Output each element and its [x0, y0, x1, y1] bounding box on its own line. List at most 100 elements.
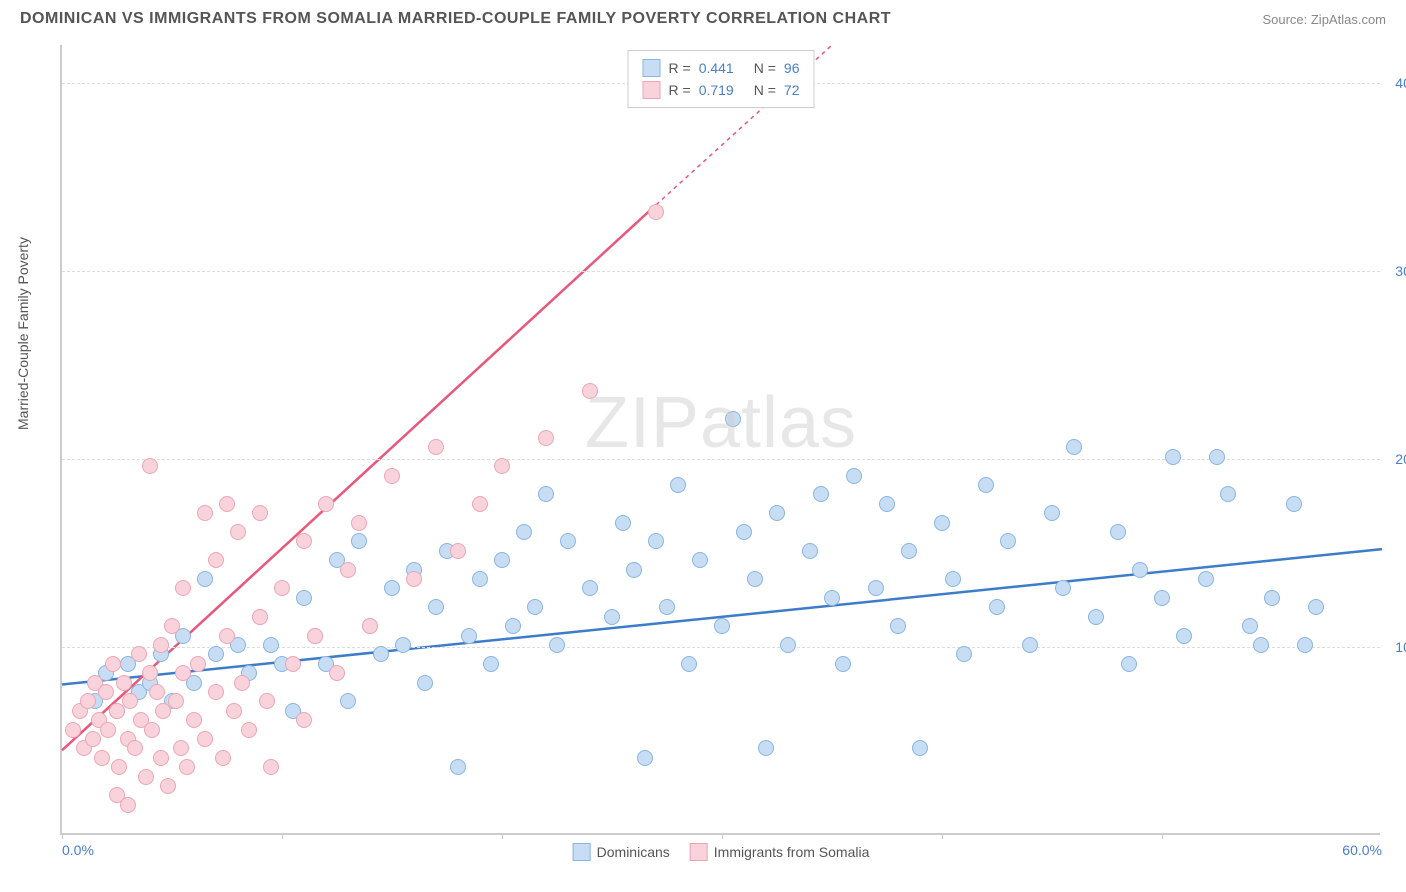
x-tick-mark — [282, 833, 283, 839]
y-tick-label: 30.0% — [1395, 263, 1406, 279]
scatter-point — [1055, 580, 1071, 596]
legend-swatch — [643, 81, 661, 99]
scatter-point — [142, 665, 158, 681]
scatter-point — [197, 731, 213, 747]
scatter-point — [868, 580, 884, 596]
legend-bottom-item: Immigrants from Somalia — [690, 843, 870, 861]
y-tick-label: 20.0% — [1395, 451, 1406, 467]
legend-r-label: R = — [669, 57, 691, 79]
y-tick-label: 10.0% — [1395, 639, 1406, 655]
legend-r-value: 0.719 — [699, 79, 734, 101]
scatter-point — [494, 458, 510, 474]
x-tick-mark — [62, 833, 63, 839]
scatter-point — [483, 656, 499, 672]
scatter-point — [190, 656, 206, 672]
scatter-point — [142, 458, 158, 474]
scatter-point — [160, 778, 176, 794]
scatter-point — [149, 684, 165, 700]
scatter-point — [1165, 449, 1181, 465]
scatter-point — [98, 684, 114, 700]
scatter-point — [406, 571, 422, 587]
x-tick-label: 0.0% — [62, 842, 94, 858]
legend-series-label: Immigrants from Somalia — [714, 844, 870, 860]
scatter-point — [1154, 590, 1170, 606]
scatter-point — [1198, 571, 1214, 587]
scatter-point — [604, 609, 620, 625]
scatter-point — [197, 571, 213, 587]
scatter-point — [934, 515, 950, 531]
legend-n-label: N = — [754, 57, 776, 79]
scatter-point — [538, 430, 554, 446]
scatter-point — [615, 515, 631, 531]
legend-n-label: N = — [754, 79, 776, 101]
legend-top-row: R =0.441N =96 — [643, 57, 800, 79]
scatter-point — [1176, 628, 1192, 644]
gridline-h — [62, 459, 1380, 460]
scatter-point — [263, 637, 279, 653]
scatter-point — [116, 675, 132, 691]
scatter-point — [769, 505, 785, 521]
scatter-point — [296, 533, 312, 549]
chart-title: DOMINICAN VS IMMIGRANTS FROM SOMALIA MAR… — [20, 10, 891, 28]
scatter-point — [1297, 637, 1313, 653]
scatter-point — [648, 204, 664, 220]
gridline-h — [62, 271, 1380, 272]
chart-source: Source: ZipAtlas.com — [1262, 12, 1386, 27]
scatter-point — [85, 731, 101, 747]
legend-n-value: 96 — [784, 57, 800, 79]
scatter-point — [168, 693, 184, 709]
scatter-point — [978, 477, 994, 493]
scatter-point — [879, 496, 895, 512]
scatter-point — [122, 693, 138, 709]
scatter-point — [747, 571, 763, 587]
scatter-point — [549, 637, 565, 653]
scatter-point — [692, 552, 708, 568]
x-tick-mark — [722, 833, 723, 839]
chart-plot-area: ZIPatlas R =0.441N =96R =0.719N =72 Domi… — [60, 45, 1380, 835]
scatter-point — [912, 740, 928, 756]
scatter-point — [362, 618, 378, 634]
scatter-point — [1209, 449, 1225, 465]
scatter-point — [472, 496, 488, 512]
scatter-point — [802, 543, 818, 559]
legend-bottom: DominicansImmigrants from Somalia — [573, 843, 870, 861]
scatter-point — [144, 722, 160, 738]
scatter-point — [274, 580, 290, 596]
scatter-point — [307, 628, 323, 644]
scatter-point — [131, 646, 147, 662]
scatter-point — [428, 439, 444, 455]
scatter-point — [1220, 486, 1236, 502]
scatter-point — [1110, 524, 1126, 540]
scatter-point — [1242, 618, 1258, 634]
scatter-point — [252, 609, 268, 625]
scatter-point — [637, 750, 653, 766]
scatter-point — [670, 477, 686, 493]
scatter-point — [208, 684, 224, 700]
scatter-point — [824, 590, 840, 606]
scatter-point — [417, 675, 433, 691]
scatter-point — [846, 468, 862, 484]
scatter-point — [329, 665, 345, 681]
scatter-point — [215, 750, 231, 766]
scatter-point — [120, 797, 136, 813]
scatter-point — [138, 769, 154, 785]
scatter-point — [626, 562, 642, 578]
scatter-point — [1088, 609, 1104, 625]
scatter-point — [527, 599, 543, 615]
scatter-point — [100, 722, 116, 738]
scatter-point — [384, 468, 400, 484]
scatter-point — [1308, 599, 1324, 615]
scatter-point — [989, 599, 1005, 615]
scatter-point — [1132, 562, 1148, 578]
scatter-point — [725, 411, 741, 427]
scatter-point — [296, 712, 312, 728]
scatter-point — [1121, 656, 1137, 672]
x-tick-mark — [502, 833, 503, 839]
scatter-point — [505, 618, 521, 634]
scatter-point — [173, 740, 189, 756]
chart-svg-layer — [62, 45, 1380, 833]
scatter-point — [65, 722, 81, 738]
scatter-point — [186, 712, 202, 728]
x-tick-label: 60.0% — [1342, 842, 1382, 858]
scatter-point — [560, 533, 576, 549]
